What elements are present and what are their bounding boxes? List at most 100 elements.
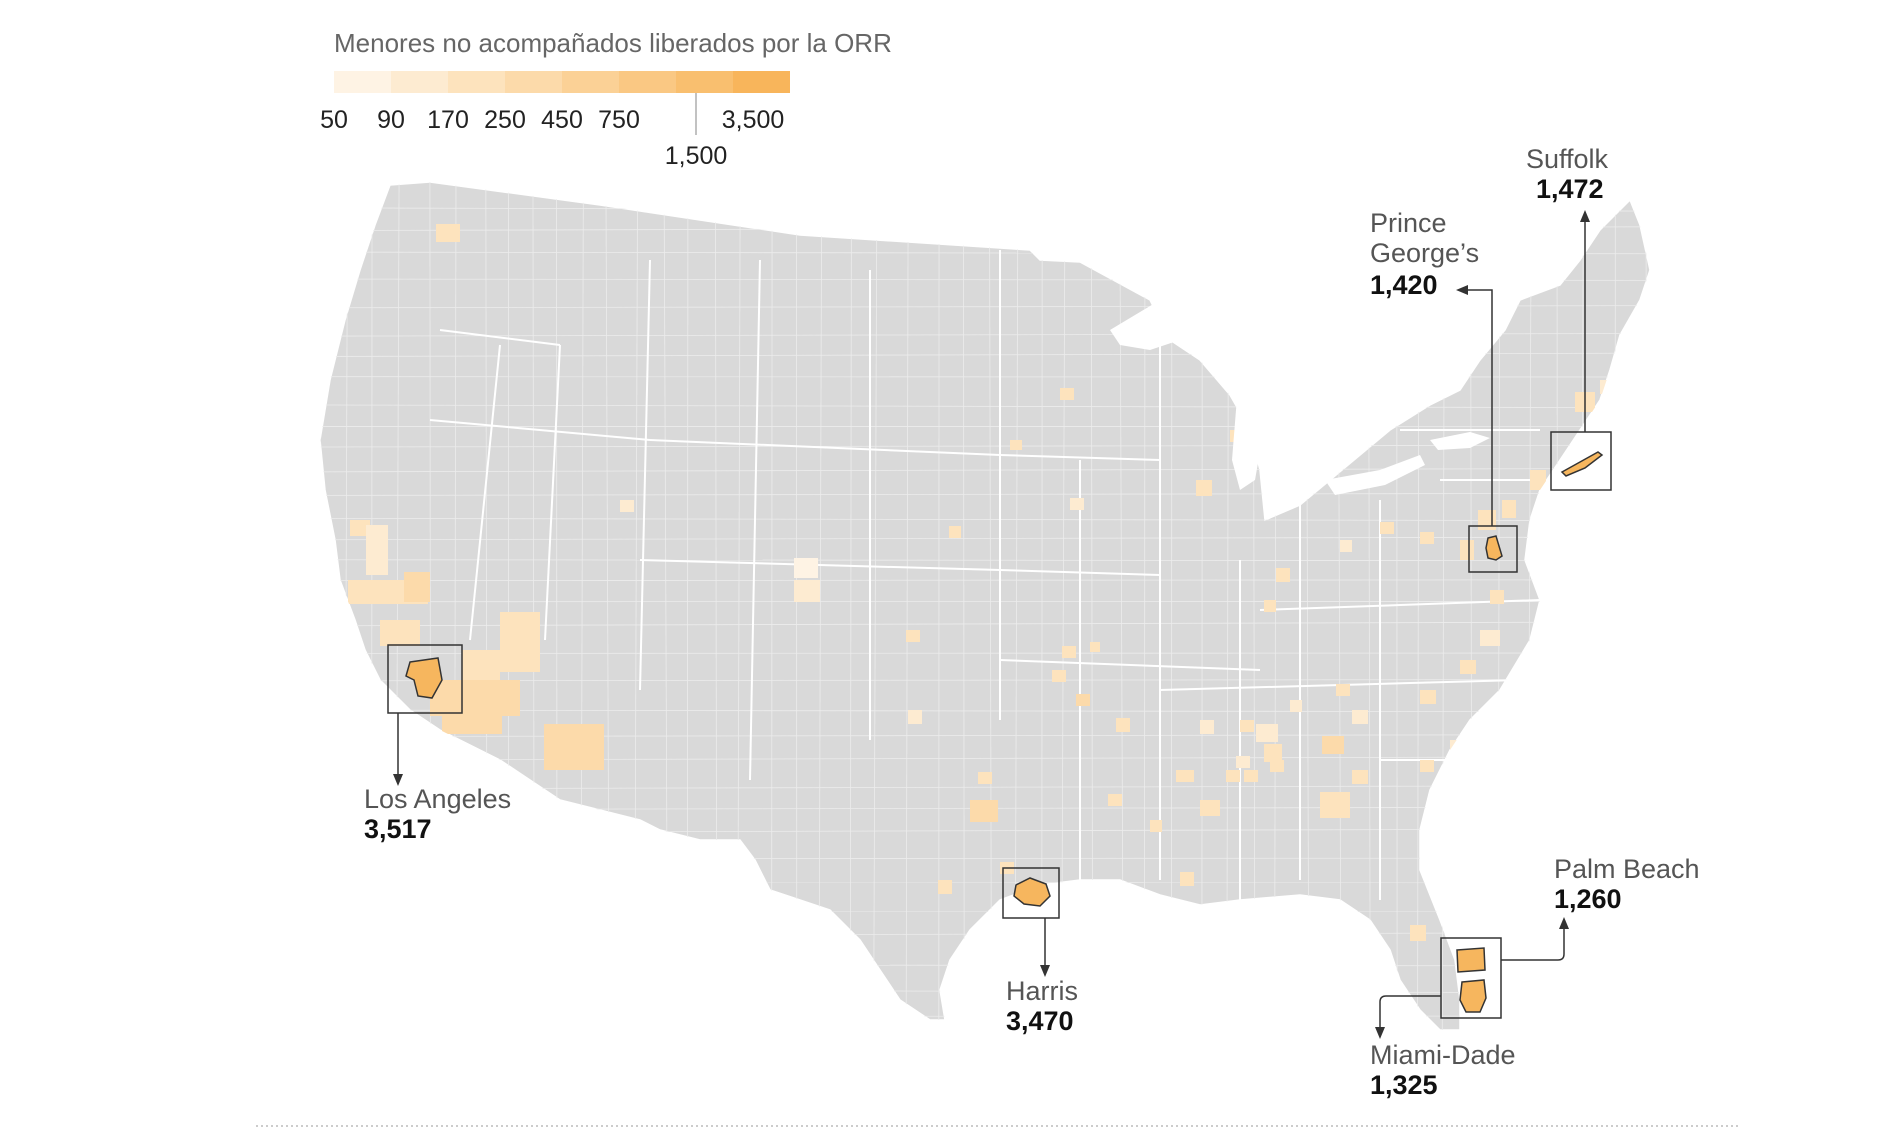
county-line [849, 182, 852, 1030]
county-shape-prince-georges [1485, 535, 1503, 561]
state-line [439, 329, 561, 346]
county-fill [1196, 480, 1212, 496]
county-fill [1352, 770, 1368, 784]
county-fill [970, 800, 998, 822]
county-fill [1480, 630, 1500, 646]
legend-color-scale [334, 71, 790, 93]
legend-tick-label: 1,500 [665, 142, 728, 170]
state-line [649, 439, 1001, 456]
lake-erie [1325, 455, 1425, 495]
county-fill [908, 710, 922, 724]
county-line [320, 492, 1650, 496]
state-line [639, 259, 651, 691]
county-line [344, 182, 349, 1030]
callout-los-angeles: Los Angeles 3,517 [364, 644, 511, 844]
lake-superior [1110, 300, 1230, 350]
county-fill [1478, 510, 1496, 530]
county-line [320, 404, 1650, 409]
county-line [320, 467, 1650, 473]
county-fill [938, 880, 952, 894]
state-line [544, 344, 561, 641]
county-fill [1454, 910, 1468, 924]
county-fill [1264, 600, 1276, 612]
county-fill [1460, 540, 1474, 560]
county-fill [366, 525, 388, 575]
county-fill [1460, 660, 1476, 674]
county-fill [970, 1090, 984, 1104]
county-line [320, 579, 1650, 582]
county-fill [1276, 568, 1290, 582]
county-fill [1090, 642, 1100, 652]
legend-swatch [391, 71, 448, 93]
county-fill [1420, 760, 1434, 772]
county-fill [1108, 794, 1122, 806]
county-fill [1200, 720, 1214, 734]
legend-tick-label: 50 [320, 106, 348, 134]
county-fill [1244, 770, 1258, 782]
county-line [320, 679, 1650, 682]
county-fill [1052, 670, 1066, 682]
arrowhead-palm-beach [1559, 917, 1569, 929]
legend-tick-label: 3,500 [722, 106, 785, 134]
county-line [989, 182, 992, 1030]
callout-suffolk: Suffolk 1,472 [1526, 144, 1612, 491]
county-fill [1180, 872, 1194, 886]
lake-michigan [1232, 350, 1265, 490]
callouts: Los Angeles 3,517 Harris 3,470 Suffolk 1… [364, 144, 1700, 1100]
county-shape-harris [1013, 877, 1051, 907]
county-fill [1062, 646, 1076, 658]
arrowhead-harris [1040, 965, 1050, 977]
legend: Menores no acompañados liberados por la … [320, 28, 892, 170]
county-fill [1076, 694, 1090, 706]
county-fill [1240, 720, 1254, 732]
county-line [905, 182, 909, 1030]
state-line [749, 259, 761, 781]
callout-name-los-angeles: Los Angeles [364, 784, 511, 814]
county-fill [1322, 736, 1344, 754]
county-fill [1145, 902, 1159, 914]
legend-tick-labels: 50 90 170 250 450 750 1,500 3,500 [320, 93, 784, 170]
county-fill [1150, 820, 1162, 832]
callout-value-harris: 3,470 [1006, 1006, 1074, 1036]
county-fill [436, 224, 460, 242]
arrowhead-prince-georges [1456, 285, 1468, 295]
county-fill [1320, 792, 1350, 818]
county-fill [1226, 770, 1240, 782]
callout-value-prince-georges: 1,420 [1370, 270, 1438, 300]
legend-title: Menores no acompañados liberados por la … [334, 28, 892, 58]
us-map [319, 181, 1651, 1104]
state-line [469, 344, 501, 641]
county-shape-palm-beach [1456, 947, 1486, 973]
callout-harris: Harris 3,470 [1002, 867, 1078, 1036]
county-line [320, 517, 1650, 522]
legend-tick-label: 170 [427, 106, 469, 134]
county-fill [430, 680, 520, 716]
county-fill [1256, 724, 1278, 742]
county-fill [1476, 720, 1490, 732]
county-fill [906, 630, 920, 642]
callout-south-florida: Palm Beach 1,260 Miami-Dade 1,325 [1370, 854, 1700, 1100]
county-fill [544, 724, 604, 770]
county-fill [1200, 800, 1220, 816]
callout-value-miami-dade: 1,325 [1370, 1070, 1438, 1100]
county-fill [350, 520, 370, 536]
arrowhead-miami-dade [1375, 1027, 1385, 1039]
focus-box-harris [1002, 867, 1060, 919]
legend-tick-label: 450 [541, 106, 583, 134]
county-line [1645, 182, 1648, 1030]
leader-line-palm-beach [1501, 926, 1565, 961]
arrowhead-los-angeles [393, 774, 403, 786]
state-line [429, 419, 651, 441]
callout-name-suffolk: Suffolk [1526, 144, 1609, 174]
county-fill [500, 612, 540, 672]
legend-swatch [619, 71, 676, 93]
county-fill [1176, 770, 1194, 782]
callout-name-prince-georges-line2: George’s [1370, 238, 1479, 268]
county-fill [1290, 700, 1302, 712]
county-fill [1300, 462, 1312, 474]
county-fill [949, 526, 961, 538]
callout-name-harris: Harris [1006, 976, 1078, 1006]
county-fill [1530, 470, 1546, 490]
lake-ontario [1430, 432, 1490, 450]
